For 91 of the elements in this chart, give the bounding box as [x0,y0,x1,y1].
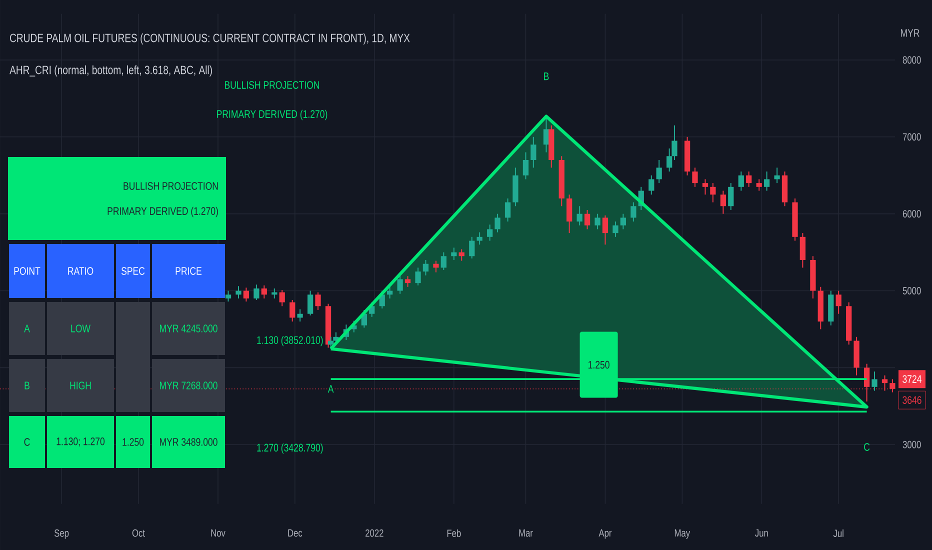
candlestick [728,182,734,210]
candlestick [261,284,267,299]
candlestick [576,206,582,226]
candlestick [279,289,285,307]
y-tick-label: 5000 [902,287,921,294]
annotation: 1.270 (3428.790) [257,444,323,454]
candlestick [872,371,878,392]
candlestick [584,209,590,230]
candlestick [630,202,636,222]
candlestick [594,213,600,230]
candlestick [746,171,752,188]
candlestick [710,182,716,203]
annotation: PRICE [176,267,202,275]
x-tick-label: Jun [755,529,768,537]
annotation: MYR 7268.000 [160,382,218,390]
x-tick-label: May [674,529,690,539]
candlestick [702,178,708,196]
x-tick-label: 2022 [366,529,384,537]
y-tick-label: 8000 [902,56,921,64]
x-tick-label: Sep [54,529,69,539]
y-tick-label: 6000 [902,210,921,218]
candlestick [648,174,654,196]
x-tick-label: Mar [519,529,533,537]
candlestick [415,267,421,286]
candlestick [602,214,608,246]
text: CRUDE PALM OIL FUTURES (CONTINUOUS: CURRENT CONTRACT IN FRONT), 1D, MYX [10,33,410,45]
annotation: 1.250 [588,360,610,369]
candlestick [756,178,762,192]
candlestick [487,224,493,242]
annotation: BULLISH PROJECTION [124,182,218,190]
candlestick [440,252,446,270]
candlestick [254,284,260,300]
candlestick [692,167,698,188]
candlestick [469,236,475,259]
candlestick [236,286,242,299]
candlestick [566,194,572,234]
candlestick [522,152,529,180]
annotation: C [864,443,870,451]
candlestick [720,190,726,214]
candlestick [397,274,403,294]
candlestick [433,260,439,273]
annotation: PRIMARY DERIVED (1.270) [108,206,218,218]
annotation: MYR 4245.000 [160,324,218,332]
annotation: 1.130 (3852.010) [257,336,323,346]
annotation: C [24,438,30,446]
annotation: RATIO [68,267,94,275]
candlestick [297,308,303,322]
y-tick-label: 3000 [902,440,921,448]
candlestick [494,213,500,233]
annotation: PRIMARY DERIVED (1.270) [217,110,328,120]
annotation: HIGH [70,382,91,390]
candlestick [764,171,770,192]
x-tick-label: Nov [211,529,226,537]
annotation: 1.250 [122,438,144,446]
x-tick-label: Dec [288,529,302,537]
candlestick [290,299,296,322]
y-tick-label: 7000 [902,133,921,141]
x-tick-label: Oct [132,529,145,537]
annotation: B [24,382,30,390]
candlestick [620,213,626,230]
candlestick [307,290,314,316]
annotation: 1.130; 1.270 [56,437,105,447]
annotation: LOW [71,324,90,332]
candlestick [612,221,618,238]
candlestick [404,276,411,288]
candlestick [504,198,511,222]
annotation: B [544,72,549,80]
candlestick [530,136,536,168]
candlestick [656,159,662,184]
candlestick [315,292,321,310]
x-tick-label: Apr [598,529,612,539]
candlestick [225,290,232,302]
candlestick [800,232,806,268]
annotation: POINT [14,267,40,275]
x-tick-label: Feb [447,529,461,538]
candlestick [422,259,429,276]
annotation: A [24,324,30,332]
annotation: BULLISH PROJECTION [224,81,320,89]
candlestick [738,171,744,192]
candlestick [476,232,482,246]
candlestick [774,167,780,184]
annotation: MYR 3489.000 [160,438,218,446]
text: AHR_CRI (normal, bottom, left, 3.618, ABC, All) [10,65,212,77]
x-tick-label: Jul [833,529,844,538]
annotation: SPEC [121,267,145,275]
ref-line-label: 3724 [902,375,922,383]
annotation: A [328,385,334,393]
candlestick [836,290,842,314]
text: 3646 [902,396,922,404]
y-axis-title: MYR [900,29,920,37]
candlestick [243,287,250,302]
